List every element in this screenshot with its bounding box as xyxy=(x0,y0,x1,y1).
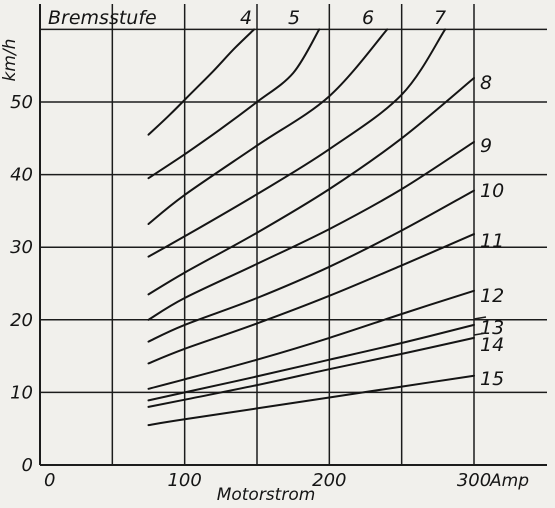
curve-label-14: 14 xyxy=(480,334,504,356)
curve-label-9: 9 xyxy=(480,135,492,157)
x-axis-unit-label: Amp xyxy=(489,471,529,491)
y-tick-label: 0 xyxy=(22,455,33,476)
curve-bremsstufe-10 xyxy=(147,189,475,343)
curve-label-15: 15 xyxy=(480,368,504,390)
curve-label-8: 8 xyxy=(480,72,492,94)
x-axis-label: Motorstrom xyxy=(217,485,316,505)
curve-label-10: 10 xyxy=(480,180,504,202)
curve-bremsstufe-8 xyxy=(147,77,475,296)
curve-bremsstufe-7 xyxy=(147,28,447,258)
y-tick-label: 40 xyxy=(10,165,33,186)
x-tick-label: 100 xyxy=(167,470,201,491)
curve-bremsstufe-14 xyxy=(147,336,475,408)
leader-line-14 xyxy=(473,332,487,336)
chart-title: Bremsstufe xyxy=(48,7,157,29)
y-tick-label: 10 xyxy=(10,382,33,403)
curve-bremsstufe-11 xyxy=(147,233,475,365)
chart-titles: Bremsstufe km/h Motorstrom Amp xyxy=(0,7,529,505)
y-tick-label: 50 xyxy=(10,92,33,113)
curve-series xyxy=(147,28,475,427)
curve-label-7: 7 xyxy=(434,7,446,29)
curve-label-6: 6 xyxy=(362,7,374,29)
y-tick-label: 30 xyxy=(10,237,33,258)
y-axis-label: km/h xyxy=(0,39,20,82)
x-tick-label: 0 xyxy=(44,470,55,491)
x-tick-label: 300 xyxy=(457,470,491,491)
x-tick-label: 200 xyxy=(312,470,346,491)
curve-bremsstufe-5 xyxy=(147,28,321,180)
leader-line-13 xyxy=(473,316,487,320)
curve-label-4: 4 xyxy=(240,7,252,29)
curve-bremsstufe-4 xyxy=(147,28,256,136)
curve-bremsstufe-6 xyxy=(147,28,389,225)
curve-label-5: 5 xyxy=(288,7,300,29)
curve-bremsstufe-13 xyxy=(147,323,475,402)
curve-label-11: 11 xyxy=(480,230,504,252)
curve-bremsstufe-9 xyxy=(147,140,475,321)
y-tick-label: 20 xyxy=(10,310,33,331)
curve-label-12: 12 xyxy=(480,285,504,307)
curve-bremsstufe-12 xyxy=(147,289,475,390)
curve-bremsstufe-15 xyxy=(147,374,475,427)
